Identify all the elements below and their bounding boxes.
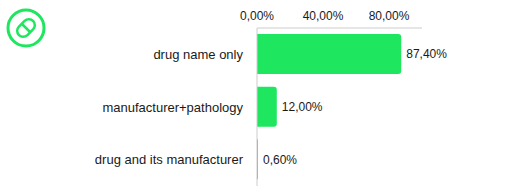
svg-text:87,40%: 87,40% <box>406 47 447 61</box>
svg-text:manufacturer+pathology: manufacturer+pathology <box>102 100 243 115</box>
svg-text:drug name only: drug name only <box>153 47 243 62</box>
svg-text:drug and its manufacturer: drug and its manufacturer <box>95 152 244 167</box>
svg-text:80,00%: 80,00% <box>369 9 410 23</box>
svg-text:0,00%: 0,00% <box>240 9 274 23</box>
svg-text:40,00%: 40,00% <box>303 9 344 23</box>
svg-text:0,60%: 0,60% <box>263 153 297 167</box>
svg-text:12,00%: 12,00% <box>282 100 323 114</box>
